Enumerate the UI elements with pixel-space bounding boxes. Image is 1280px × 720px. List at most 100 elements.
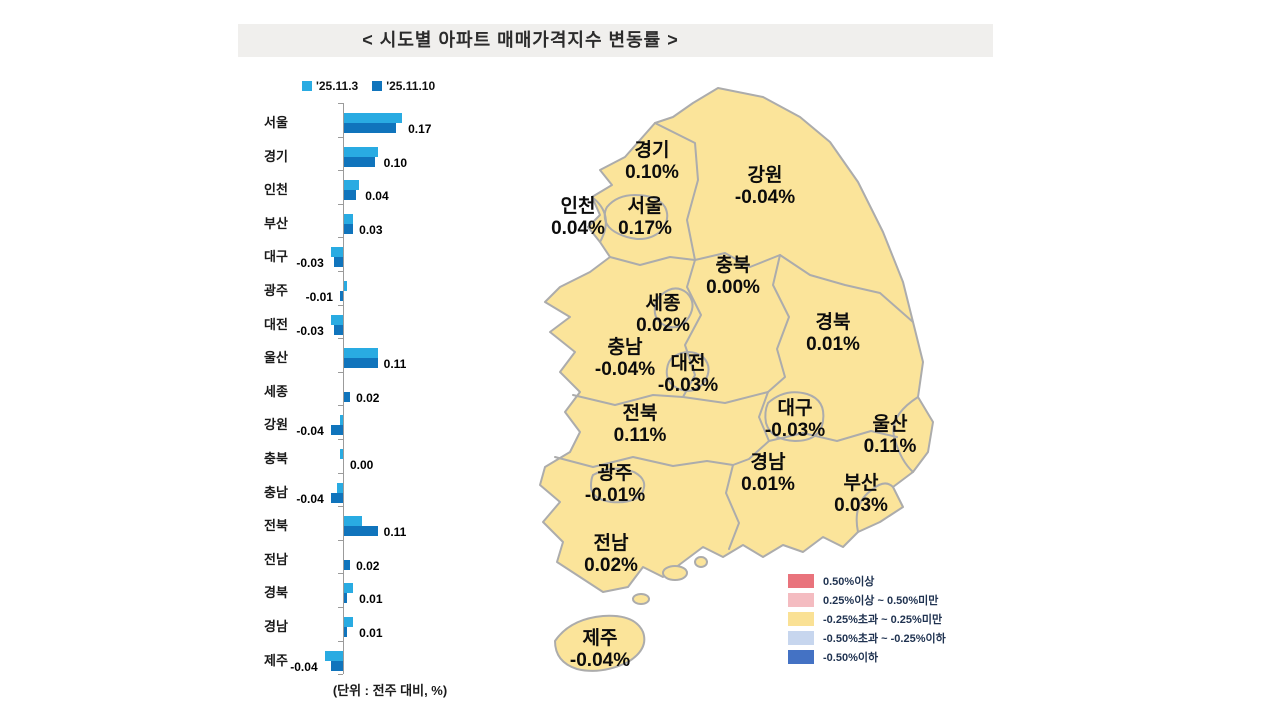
map-region-daejeon	[665, 351, 710, 392]
bar-value-label: -0.04	[290, 659, 318, 674]
map-region-label-대전: 대전 -0.03%	[658, 353, 718, 397]
region-value: 0.04%	[551, 218, 605, 239]
region-value: -0.04%	[734, 187, 796, 208]
bar-curr-week	[344, 223, 354, 234]
axis-tick	[338, 170, 343, 172]
map-legend-swatch	[788, 649, 814, 664]
region-name: 경북	[815, 312, 851, 333]
region-name: 광주	[597, 463, 633, 484]
map-legend-row: 0.25%이상 ~ 0.50%미만	[788, 590, 946, 609]
axis-tick	[338, 573, 343, 575]
map-border-gyeongnam-gyeongbuk	[768, 430, 898, 442]
map-region-label-대구: 대구 -0.03%	[765, 398, 825, 442]
bar-category-label: 경남	[264, 619, 288, 634]
bar-curr-week	[330, 425, 343, 436]
map-legend: 0.50%이상 0.25%이상 ~ 0.50%미만 -0.25%초과 ~ 0.25%…	[788, 571, 946, 666]
legend-label-curr: '25.11.10	[386, 79, 436, 93]
bar-category-label: 제주	[264, 652, 288, 668]
map-legend-label: 0.25%이상 ~ 0.50%미만	[823, 594, 939, 607]
bar-curr-week	[344, 593, 348, 604]
map-legend-swatch	[788, 630, 814, 645]
bar-value-label: 0.03	[359, 222, 383, 237]
bar-category-label: 서울	[264, 115, 288, 130]
region-name: 서울	[627, 196, 663, 217]
bar-category-label: 강원	[264, 417, 288, 433]
bar-value-label: 0.10	[383, 155, 408, 170]
region-value: 0.02%	[636, 315, 690, 336]
axis-tick	[338, 439, 343, 440]
region-name: 강원	[747, 165, 783, 186]
bar-value-label: 0.02	[356, 558, 380, 573]
map-legend-row: -0.50%초과 ~ -0.25%이하	[788, 628, 946, 647]
map-legend-row: -0.25%초과 ~ 0.25%미만	[788, 609, 946, 628]
bar-curr-week	[344, 391, 351, 402]
axis-tick	[338, 271, 343, 272]
bar-curr-week	[344, 526, 378, 537]
map-legend-row: -0.50%이하	[788, 647, 946, 666]
map-legend-label: -0.25%초과 ~ 0.25%미만	[823, 613, 943, 626]
bar-curr-week	[339, 291, 343, 301]
bar-prev-week	[336, 482, 343, 493]
unit-note: (단위 : 전주 대비, %)	[332, 683, 448, 698]
bar-prev-week	[344, 113, 403, 123]
map-border-busan	[855, 482, 894, 533]
map-region-jeju	[554, 614, 646, 672]
bar-value-label: -0.03	[296, 323, 324, 338]
map-border-jeonbuk-jeonnam	[554, 456, 734, 468]
map-border-chungnam-jeonbuk	[572, 391, 769, 406]
bar-category-label: 대구	[264, 249, 288, 265]
region-name: 전남	[593, 533, 629, 554]
bar-value-label: -0.04	[296, 424, 324, 439]
bar-curr-week	[333, 257, 343, 268]
bar-value-label: 0.11	[383, 525, 407, 540]
bar-category-label: 부산	[264, 215, 288, 231]
bar-curr-week	[330, 660, 343, 671]
bar-category-label: 인천	[264, 182, 288, 198]
map-legend-label: 0.50%이상	[823, 575, 875, 588]
map-region-label-제주: 제주 -0.04%	[570, 628, 630, 672]
map-region-label-서울: 서울 0.17%	[618, 196, 672, 240]
map-region-label-부산: 부산 0.03%	[834, 473, 888, 517]
bar-prev-week	[330, 314, 343, 325]
bar-prev-week	[324, 650, 343, 661]
region-name: 세종	[645, 293, 681, 314]
map-border-incheon	[591, 196, 607, 243]
region-value: 0.17%	[618, 218, 672, 239]
korea-map: 경기 0.10% 강원 -0.04% 인천 0.04% 서울 0.17% 충북 0.00% 세종 0.…	[535, 85, 940, 685]
axis-tick	[338, 607, 343, 608]
region-value: 0.00%	[706, 277, 760, 298]
region-value: 0.03%	[834, 495, 888, 516]
map-region-label-울산: 울산 0.11%	[864, 414, 917, 458]
bar-value-label: 0.02	[356, 390, 380, 405]
legend-swatch-prev	[302, 81, 312, 91]
legend-swatch-curr	[372, 81, 383, 91]
legend-label-prev: '25.11.3	[316, 79, 359, 93]
bar-chart-legend: '25.11.3 '25.11.10	[302, 79, 435, 93]
axis-tick	[338, 103, 343, 104]
bar-curr-week	[344, 156, 375, 167]
title-banner: < 시도별 아파트 매매가격지수 변동률 >	[238, 24, 993, 57]
bar-curr-week	[344, 627, 348, 637]
axis-tick	[338, 136, 343, 138]
bar-category-label: 충남	[264, 484, 288, 500]
region-value: 0.01%	[741, 474, 795, 495]
region-name: 울산	[872, 414, 908, 435]
bar-prev-week	[344, 281, 348, 291]
map-island	[632, 593, 650, 605]
korea-map-svg	[539, 87, 934, 672]
bar-value-label: 0.17	[408, 122, 432, 136]
bar-category-label: 전남	[264, 551, 288, 567]
map-region-label-강원: 강원 -0.04%	[735, 165, 795, 209]
region-value: -0.04%	[569, 650, 631, 671]
bar-value-label: 0.00	[350, 458, 374, 472]
map-region-label-경기: 경기 0.10%	[625, 140, 679, 184]
bar-prev-week	[344, 617, 354, 627]
map-region-label-광주: 광주 -0.01%	[585, 463, 645, 507]
bar-category-label: 충북	[264, 451, 288, 466]
map-region-label-세종: 세종 0.02%	[636, 293, 690, 337]
region-value: 0.10%	[625, 162, 679, 183]
map-border-gyeonggi-gangwon	[654, 122, 699, 261]
map-border-gyeonggi-south	[609, 256, 696, 266]
map-island	[694, 556, 708, 568]
bar-curr-week	[344, 190, 357, 201]
